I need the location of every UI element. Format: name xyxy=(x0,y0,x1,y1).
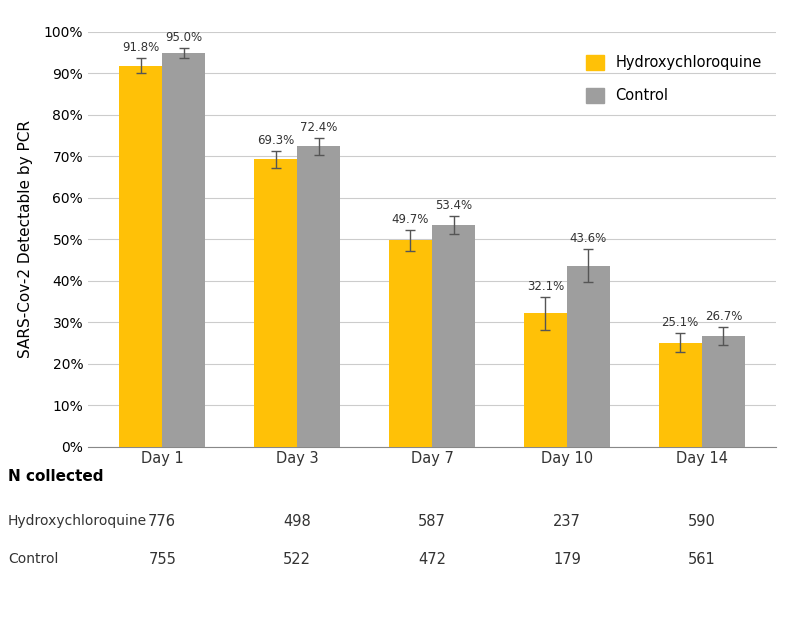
Text: 95.0%: 95.0% xyxy=(166,31,202,43)
Bar xyxy=(389,241,432,447)
Bar xyxy=(162,53,206,447)
Y-axis label: SARS-Cov-2 Detectable by PCR: SARS-Cov-2 Detectable by PCR xyxy=(18,120,33,359)
Text: 561: 561 xyxy=(688,552,716,567)
Text: 25.1%: 25.1% xyxy=(662,316,699,329)
Bar xyxy=(119,66,162,447)
Text: 776: 776 xyxy=(148,514,176,529)
Text: 522: 522 xyxy=(283,552,311,567)
Bar xyxy=(297,146,340,447)
Bar xyxy=(702,336,745,447)
Legend: Hydroxychloroquine, Control: Hydroxychloroquine, Control xyxy=(578,47,769,110)
Text: 587: 587 xyxy=(418,514,446,529)
Text: N collected: N collected xyxy=(8,469,103,484)
Text: 590: 590 xyxy=(688,514,716,529)
Text: 179: 179 xyxy=(553,552,581,567)
Text: 43.6%: 43.6% xyxy=(570,232,607,245)
Text: 755: 755 xyxy=(148,552,176,567)
Text: 498: 498 xyxy=(283,514,311,529)
Bar xyxy=(658,343,702,447)
Text: Hydroxychloroquine: Hydroxychloroquine xyxy=(8,514,147,528)
Text: 49.7%: 49.7% xyxy=(392,213,429,226)
Bar xyxy=(567,266,610,447)
Text: Control: Control xyxy=(8,552,58,566)
Text: 69.3%: 69.3% xyxy=(257,134,294,147)
Text: 26.7%: 26.7% xyxy=(705,309,742,323)
Text: 472: 472 xyxy=(418,552,446,567)
Text: 53.4%: 53.4% xyxy=(435,199,472,212)
Bar xyxy=(254,160,297,447)
Text: 32.1%: 32.1% xyxy=(526,279,564,293)
Bar xyxy=(432,225,475,447)
Text: 91.8%: 91.8% xyxy=(122,41,159,54)
Text: 72.4%: 72.4% xyxy=(300,121,338,134)
Bar xyxy=(524,313,567,447)
Text: 237: 237 xyxy=(553,514,581,529)
